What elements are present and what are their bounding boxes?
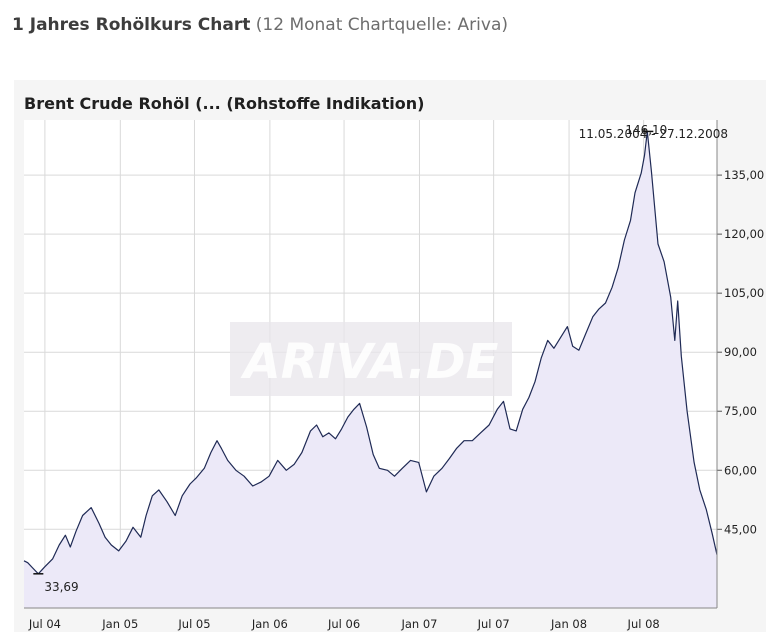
chart-source-note: (12 Monat Chartquelle: Ariva) [255, 15, 509, 35]
date-range-label: 11.05.2004 - 27.12.2008 [579, 127, 728, 141]
y-tick-label: 45,00 [724, 522, 757, 536]
x-tick-label: Jul 08 [627, 617, 660, 631]
min-value-label: 33,69 [44, 580, 78, 594]
x-tick-label: Jan 08 [550, 617, 587, 631]
max-value-label: 146,10 [625, 123, 667, 137]
page-header: 1 Jahres Rohölkurs Chart (12 Monat Chart… [12, 15, 508, 35]
watermark-box [230, 322, 512, 396]
y-tick-label: 75,00 [724, 404, 757, 418]
chart-title: Brent Crude Rohöl (... (Rohstoffe Indika… [24, 94, 425, 113]
price-area [24, 131, 717, 608]
y-tick-label: 135,00 [724, 168, 764, 182]
x-tick-label: Jan 05 [101, 617, 138, 631]
y-tick-label: 90,00 [724, 345, 757, 359]
watermark-text: ARIVA.DE [240, 334, 499, 390]
x-tick-label: Jul 05 [177, 617, 210, 631]
page-title: 1 Jahres Rohölkurs Chart [12, 15, 251, 35]
x-tick-label: Jul 07 [477, 617, 510, 631]
price-line [23, 130, 718, 575]
x-tick-label: Jul 06 [327, 617, 360, 631]
y-tick-label: 120,00 [724, 227, 764, 241]
x-tick-label: Jul 04 [28, 617, 61, 631]
y-tick-label: 60,00 [724, 463, 757, 477]
x-tick-label: Jan 07 [400, 617, 437, 631]
x-tick-label: Jan 06 [251, 617, 288, 631]
y-tick-label: 105,00 [724, 286, 764, 300]
